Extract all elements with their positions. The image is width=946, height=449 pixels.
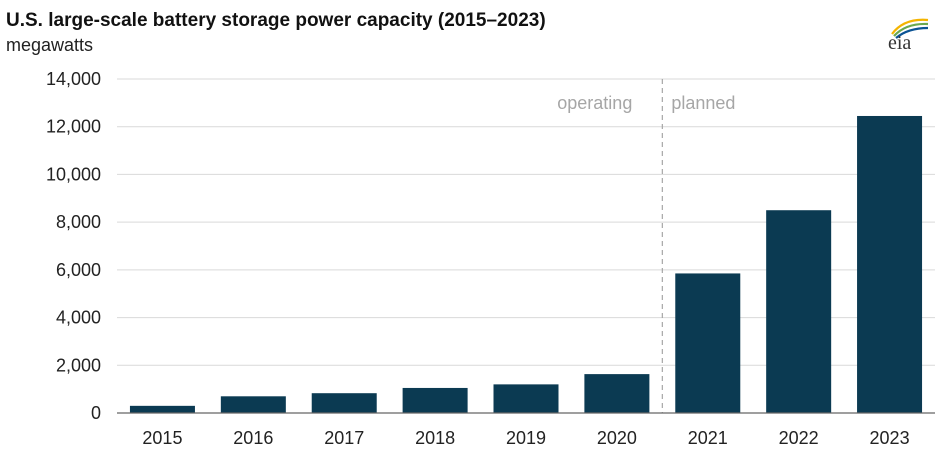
x-tick-label: 2018 (415, 428, 455, 448)
y-tick-label: 4,000 (56, 308, 101, 328)
x-tick-label: 2023 (870, 428, 910, 448)
bar-2020 (584, 374, 650, 413)
y-tick-label: 2,000 (56, 355, 101, 375)
bar-2016 (220, 396, 286, 413)
bar-2015 (129, 405, 195, 413)
bar-2023 (857, 115, 923, 413)
bar-2021 (675, 273, 741, 413)
y-tick-label: 8,000 (56, 212, 101, 232)
x-tick-label: 2015 (142, 428, 182, 448)
x-tick-label: 2019 (506, 428, 546, 448)
bar-2017 (311, 393, 377, 413)
x-tick-label: 2021 (688, 428, 728, 448)
x-tick-label: 2020 (597, 428, 637, 448)
eia-logo: eia (888, 18, 929, 54)
bars (129, 115, 923, 413)
x-tick-label: 2017 (324, 428, 364, 448)
eia-logo-text: eia (888, 32, 911, 54)
y-axis-unit-label: megawatts (6, 35, 94, 55)
bar-2022 (766, 210, 832, 413)
y-tick-label: 0 (91, 403, 101, 423)
axes: 0 2,000 4,000 6,000 8,000 10,000 12,000 14,000 2… (46, 69, 935, 448)
bar-2019 (493, 384, 559, 413)
planned-label: planned (671, 93, 735, 113)
operating-label: operating (557, 93, 632, 113)
y-tick-label: 14,000 (46, 69, 101, 89)
bar-2018 (402, 387, 468, 413)
y-tick-label: 10,000 (46, 164, 101, 184)
operating-planned-divider: operating planned (557, 79, 735, 413)
x-tick-label: 2016 (233, 428, 273, 448)
chart-title: U.S. large-scale battery storage power c… (6, 10, 546, 31)
y-tick-label: 12,000 (46, 117, 101, 137)
x-tick-label: 2022 (779, 428, 819, 448)
y-tick-label: 6,000 (56, 260, 101, 280)
